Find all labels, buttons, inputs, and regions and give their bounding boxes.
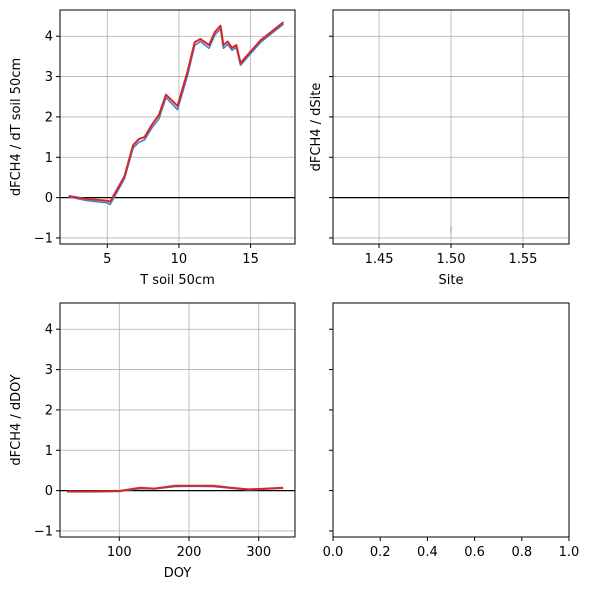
y-tick-label: 2	[45, 110, 53, 125]
x-tick-label: 0.0	[323, 545, 344, 560]
y-axis-label: dFCH4 / dT soil 50cm	[9, 58, 24, 196]
y-axis-label: dFCH4 / dSite	[309, 83, 324, 172]
axes-frame	[59, 302, 296, 538]
y-axis-label: dFCH4 / dDOY	[9, 374, 24, 465]
subplot-2: 1.45 1.50 1.55 Site dFCH4 / dSite	[309, 9, 570, 288]
x-tick-label: 0.8	[511, 545, 532, 560]
y-tick-label: −1	[34, 231, 53, 246]
x-tick-label: 300	[246, 545, 271, 560]
subplot-4: 0.0 0.2 0.4 0.6 0.8 1.0	[323, 302, 580, 560]
x-tick-label: 1.45	[365, 252, 394, 267]
axes-frame	[332, 302, 570, 538]
x-tick-label: 200	[177, 545, 202, 560]
x-axis-label: DOY	[164, 566, 192, 581]
x-tick-label: 0.2	[370, 545, 391, 560]
y-tick-label: 4	[45, 323, 53, 338]
x-tick-label: 1.50	[437, 252, 466, 267]
y-tick-label: 1	[45, 444, 53, 459]
y-tick-label: 3	[45, 70, 53, 85]
x-tick-label: 5	[103, 252, 111, 267]
x-tick-label: 10	[171, 252, 188, 267]
series-line-2	[68, 21, 285, 203]
x-axis-label: Site	[439, 273, 464, 288]
series-line-2	[67, 484, 284, 493]
y-tick-label: 0	[45, 484, 53, 499]
x-tick-label: 0.4	[417, 545, 438, 560]
subplot-1: −1 0 1 2 3 4 5 10 15 T soil 50cm dFCH4 / dT soil 5…	[9, 9, 296, 288]
x-tick-label: 100	[107, 545, 132, 560]
subplot-3: −1 0 1 2 3 4 100 200 300 DOY dFCH4 / dDOY	[9, 302, 296, 581]
y-tick-label: 0	[45, 191, 53, 206]
x-tick-label: 0.6	[464, 545, 485, 560]
y-tick-label: −1	[34, 524, 53, 539]
x-axis-label: T soil 50cm	[139, 273, 215, 288]
x-tick-label: 1.55	[508, 252, 537, 267]
y-tick-label: 3	[45, 363, 53, 378]
y-tick-label: 2	[45, 403, 53, 418]
y-tick-label: 4	[45, 30, 53, 45]
x-tick-label: 15	[242, 252, 259, 267]
x-tick-label: 1.0	[559, 545, 580, 560]
y-tick-label: 1	[45, 151, 53, 166]
axes-frame	[59, 9, 296, 245]
